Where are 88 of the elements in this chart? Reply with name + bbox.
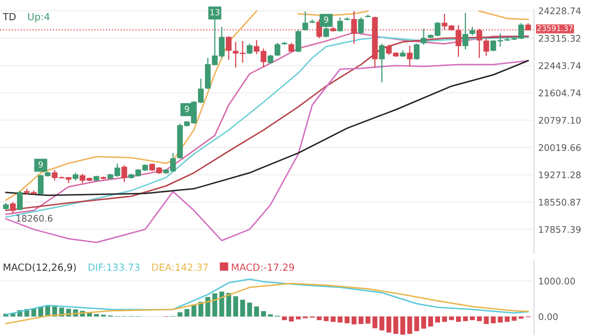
- bar: [407, 316, 412, 334]
- bar: [296, 316, 301, 320]
- bar: [261, 311, 266, 317]
- y-tick-label: 23315.32: [538, 34, 580, 42]
- bar: [316, 316, 322, 320]
- line-series: [5, 60, 529, 244]
- bar: [247, 302, 252, 317]
- bar: [198, 302, 204, 317]
- bar: [400, 316, 406, 335]
- y-tick-label: 17857.39: [539, 226, 581, 233]
- line-series: [5, 60, 529, 196]
- candlestick: [337, 16, 343, 32]
- bar: [268, 314, 273, 317]
- bar: [428, 316, 434, 326]
- bar: [282, 316, 287, 320]
- candlestick: [121, 164, 128, 183]
- candlestick: [518, 22, 524, 40]
- bar: [504, 316, 510, 322]
- annotation: 9: [184, 106, 189, 112]
- y-tick-label: 19271.28: [539, 171, 581, 178]
- bar: [372, 316, 378, 328]
- bar: [330, 316, 336, 322]
- bar: [379, 316, 384, 330]
- y-tick-label: 18550.87: [539, 198, 580, 206]
- legend-label: MACD:-17.29: [232, 264, 294, 271]
- bar: [414, 316, 420, 332]
- bar: [484, 316, 489, 324]
- bar: [435, 316, 440, 323]
- candlestick: [414, 43, 420, 60]
- bar: [178, 312, 182, 317]
- bar: [366, 316, 370, 324]
- bar: [442, 316, 447, 322]
- bar: [352, 316, 356, 324]
- candlestick: [16, 190, 23, 211]
- bar: [462, 316, 468, 322]
- bar: [476, 316, 482, 322]
- annotation: 18260.6: [16, 214, 52, 222]
- candlestick: [406, 45, 413, 67]
- annotation: 9: [38, 161, 43, 168]
- bar: [184, 309, 190, 317]
- candlestick: [295, 29, 302, 53]
- bar: [191, 305, 196, 317]
- bar: [456, 316, 461, 322]
- candlestick: [358, 16, 364, 35]
- y-tick-label: 22443.74: [538, 62, 581, 70]
- bar: [490, 316, 496, 324]
- bar: [393, 316, 398, 334]
- candlestick: [274, 42, 280, 57]
- y-tick-label: 20797.10: [538, 116, 581, 124]
- bar: [421, 316, 426, 329]
- y-tick-label: 0.00: [538, 313, 558, 320]
- y-tick-label: 24228.74: [538, 7, 581, 14]
- chart-subtitle: Up:4: [28, 13, 50, 22]
- bar: [358, 316, 364, 324]
- bar: [324, 316, 329, 322]
- candlestick: [379, 43, 385, 83]
- line-series: [5, 278, 529, 316]
- bar: [470, 316, 475, 320]
- bar: [94, 314, 99, 317]
- y-tick-label: 21604.74: [538, 90, 581, 96]
- text: DEA:142.37: [152, 264, 208, 271]
- bar: [254, 306, 259, 317]
- bar: [449, 316, 454, 320]
- y-tick-label: 20019.66: [538, 144, 581, 152]
- bar: [512, 316, 517, 321]
- candlestick: [10, 202, 16, 214]
- bar: [288, 316, 294, 322]
- candlestick: [420, 28, 427, 46]
- text: DIF:133.73: [88, 264, 140, 271]
- bar: [240, 300, 246, 317]
- bar: [498, 316, 503, 323]
- bar: [344, 316, 350, 324]
- candlestick: [288, 42, 294, 53]
- bar: [338, 316, 343, 323]
- chart-title: MACD(12,26,9): [4, 263, 76, 272]
- annotation: 9: [324, 16, 328, 23]
- candlestick: [302, 10, 308, 32]
- candlestick: [483, 38, 490, 57]
- bar: [233, 296, 238, 317]
- y-tick-label: 1000.00: [539, 278, 575, 285]
- chart-title: TD: [2, 13, 16, 20]
- candlestick: [246, 43, 252, 55]
- annotation: 13: [210, 9, 220, 16]
- candlestick: [462, 12, 468, 50]
- candlestick: [226, 36, 232, 60]
- bar: [386, 316, 392, 333]
- bar: [205, 296, 210, 317]
- line-series: [5, 282, 529, 324]
